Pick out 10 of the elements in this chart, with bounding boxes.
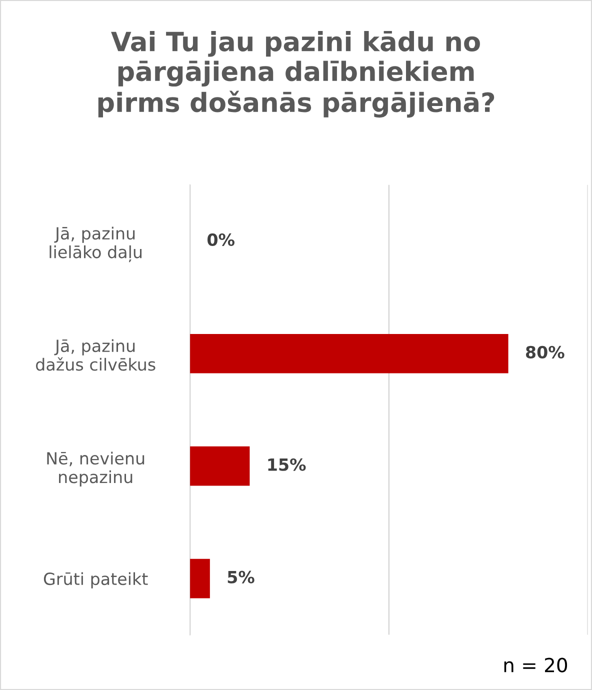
y-tick-label: Jā, pazinu dažus cilvēkus [36, 339, 156, 371]
data-label: 5% [228, 570, 254, 584]
y-tick-label: Jā, pazinu lielāko daļu [50, 226, 142, 262]
text: n = 20 [504, 658, 568, 672]
y-tick-label: Nē, nevienu nepazinu [47, 452, 144, 486]
data-label: 15% [268, 458, 306, 471]
data-label: 80% [526, 346, 564, 358]
data-label: 0% [207, 233, 234, 246]
chart-title: Vai Tu jau pazini kādu no pārgājiena dalībniekiem pirms došanās pārgājienā? [98, 31, 494, 118]
y-tick-label: Grūti pateikt [44, 572, 148, 588]
